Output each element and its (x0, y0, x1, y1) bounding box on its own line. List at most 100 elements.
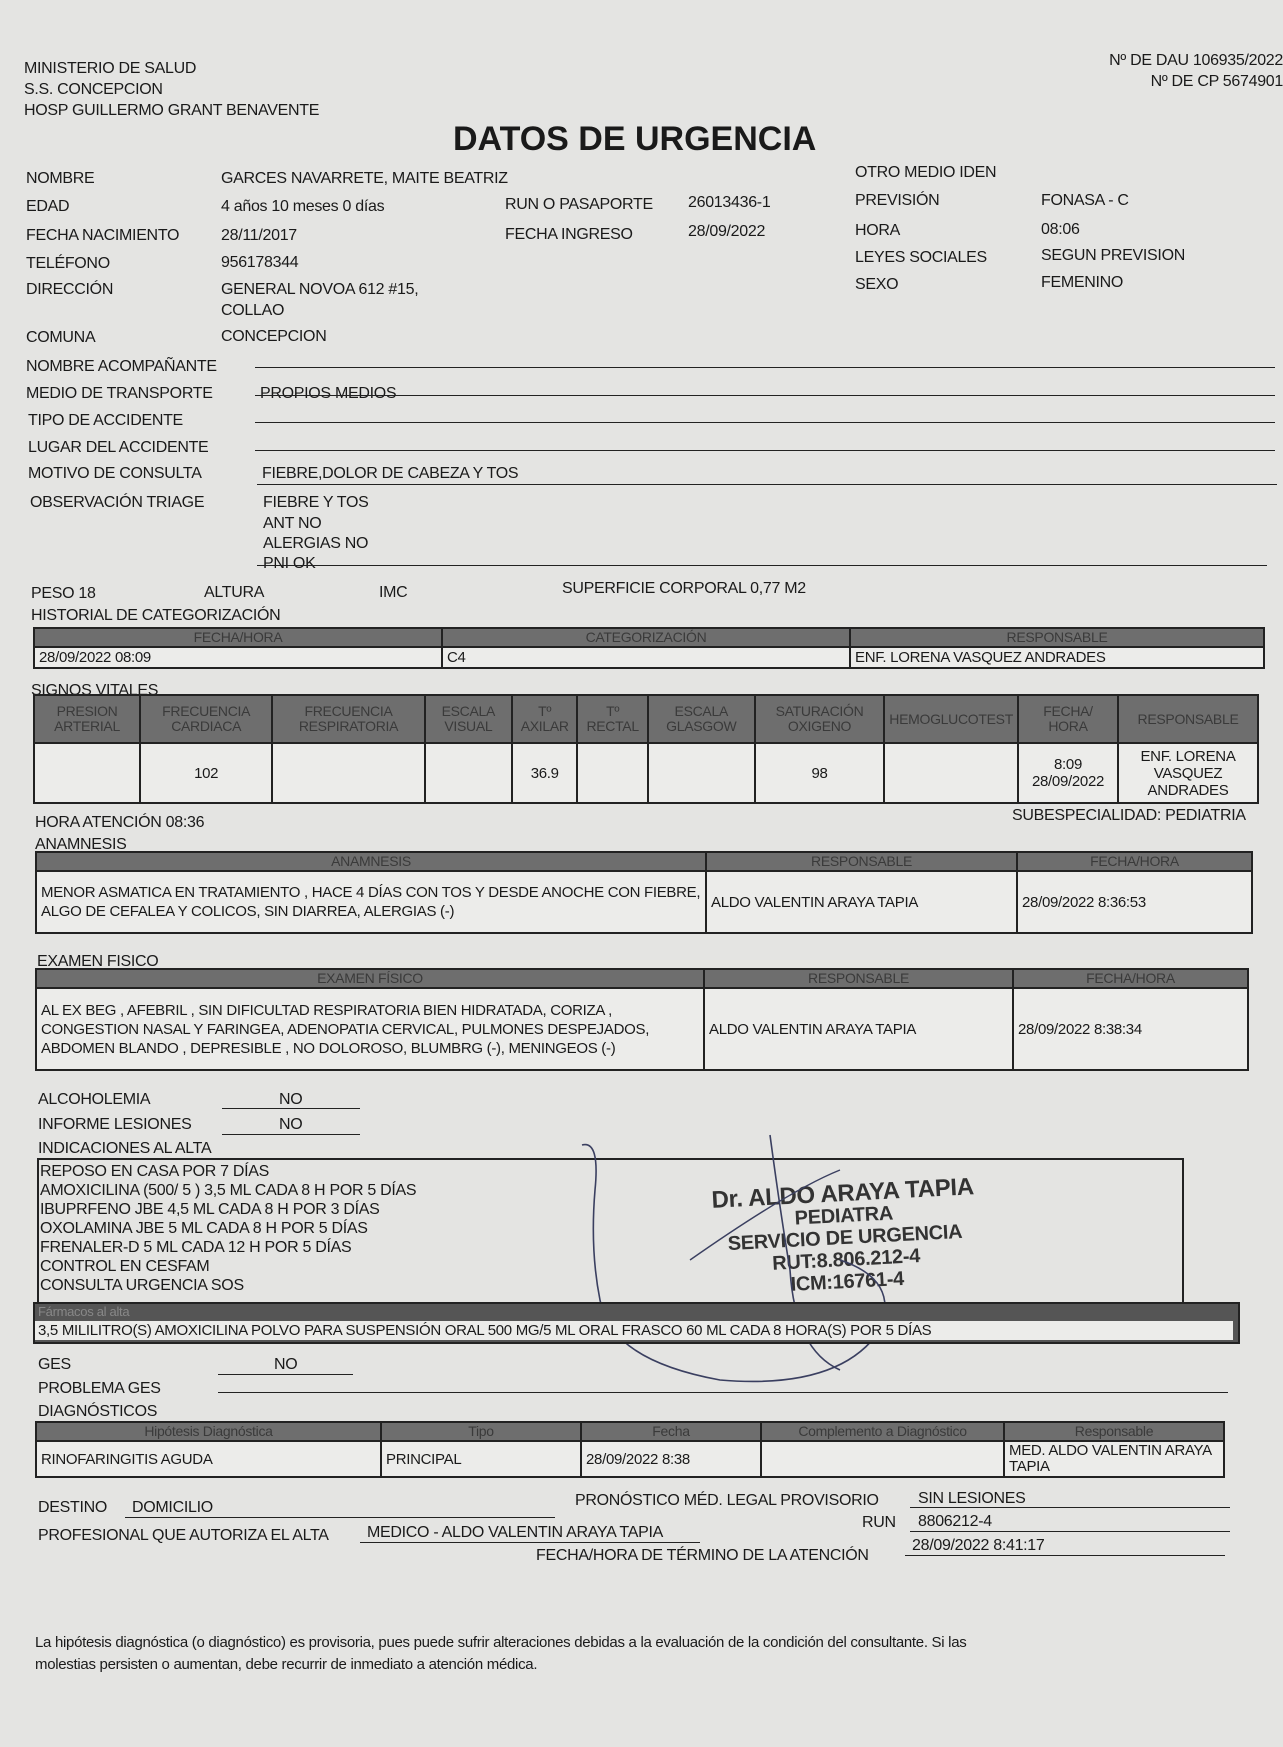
label-lugar-accidente: LUGAR DEL ACCIDENTE (28, 439, 209, 456)
label-fnac: FECHA NACIMIENTO (26, 227, 180, 244)
col-header: ESCALA GLASGOW (646, 694, 756, 744)
label-profesional: PROFESIONAL QUE AUTORIZA EL ALTA (38, 1527, 329, 1544)
col-header: ESCALA VISUAL (423, 694, 513, 744)
col-header: FRECUENCIA CARDIACA (139, 694, 274, 744)
cell (576, 742, 649, 804)
value-termino: 28/09/2022 8:41:17 (912, 1537, 1045, 1554)
categorizacion-table: FECHA/HORA CATEGORIZACIÓN RESPONSABLE 28/0… (33, 627, 1265, 669)
cell: 36.9 (510, 742, 579, 804)
cell: 98 (753, 742, 886, 804)
value-comuna: CONCEPCION (221, 328, 327, 345)
indicacion-item: OXOLAMINA JBE 5 ML CADA 8 H POR 5 DÍAS (40, 1220, 368, 1237)
section-examen-fisico: EXAMEN FISICO (37, 953, 159, 970)
cp-number: Nº DE CP 5674901 (1150, 73, 1283, 90)
cell: 28/09/2022 8:38 (580, 1440, 762, 1478)
dau-number: Nº DE DAU 106935/2022 (1109, 52, 1283, 69)
cell: 28/09/2022 8:38:34 (1012, 987, 1249, 1071)
value-dir2: COLLAO (221, 302, 285, 319)
col-header: FRECUENCIA RESPIRATORIA (271, 694, 426, 744)
label-prevision: PREVISIÓN (855, 192, 940, 209)
cell: 8:09 28/09/2022 (1017, 742, 1119, 804)
cell: ALDO VALENTIN ARAYA TAPIA (705, 870, 1018, 934)
value-motivo: FIEBRE,DOLOR DE CABEZA Y TOS (262, 465, 519, 482)
col-header: EXAMEN FÍSICO (35, 968, 705, 989)
value-alcoholemia: NO (279, 1091, 303, 1108)
subespecialidad: SUBESPECIALIDAD: PEDIATRIA (1012, 807, 1246, 824)
label-hora: HORA (855, 222, 901, 239)
label-observacion-triage: OBSERVACIÓN TRIAGE (30, 494, 205, 511)
value-leyes: SEGUN PREVISION (1041, 247, 1185, 264)
col-header: CATEGORIZACIÓN (441, 627, 851, 648)
farmacos-label: Fármacos al alta (38, 1304, 130, 1319)
col-header: Complemento a Diagnóstico (760, 1421, 1005, 1442)
col-header: Tipo (380, 1421, 582, 1442)
label-informe-lesiones: INFORME LESIONES (38, 1116, 192, 1133)
table-row: RINOFARINGITIS AGUDA PRINCIPAL 28/09/2022 … (35, 1440, 1225, 1478)
value-prevision: FONASA - C (1041, 192, 1129, 209)
label-pronostico: PRONÓSTICO MÉD. LEGAL PROVISORIO (575, 1492, 879, 1509)
label-edad: EDAD (26, 198, 70, 215)
col-header: FECHA/ HORA (1017, 694, 1119, 744)
label-ges: GES (38, 1356, 71, 1373)
indicacion-item: REPOSO EN CASA POR 7 DÍAS (40, 1163, 270, 1180)
signos-vitales-table: PRESION ARTERIAL FRECUENCIA CARDIACA FRECU… (32, 694, 1259, 804)
farmacos-value: 3,5 MILILITRO(S) AMOXICILINA POLVO PARA … (35, 1321, 1233, 1340)
org-service: S.S. CONCEPCION (24, 81, 163, 98)
section-anamnesis: ANAMNESIS (35, 836, 127, 853)
label-problema-ges: PROBLEMA GES (38, 1380, 161, 1397)
org-ministry: MINISTERIO DE SALUD (24, 60, 197, 77)
value-sexo: FEMENINO (1041, 274, 1124, 291)
indicacion-item: AMOXICILINA (500/ 5 ) 3,5 ML CADA 8 H PO… (40, 1182, 417, 1199)
page-title: DATOS DE URGENCIA (453, 120, 817, 158)
table-row: 102 36.9 98 8:09 28/09/2022 ENF. LORENA VASQ… (32, 742, 1259, 804)
value-fingreso: 28/09/2022 (688, 223, 766, 240)
label-alcoholemia: ALCOHOLEMIA (38, 1091, 151, 1108)
col-header: Fecha (580, 1421, 762, 1442)
label-transporte: MEDIO DE TRANSPORTE (26, 385, 213, 402)
cell (760, 1440, 1005, 1478)
cell (646, 742, 756, 804)
hora-atencion: HORA ATENCIÓN 08:36 (35, 814, 205, 831)
footer-disclaimer-1: La hipótesis diagnóstica (o diagnóstico)… (35, 1634, 967, 1651)
table-row: AL EX BEG , AFEBRIL , SIN DIFICULTAD RES… (35, 987, 1249, 1071)
indicacion-item: CONSULTA URGENCIA SOS (40, 1277, 244, 1294)
org-hospital: HOSP GUILLERMO GRANT BENAVENTE (24, 102, 320, 119)
altura: ALTURA (204, 584, 265, 601)
col-header: HEMOGLUCOTEST (883, 694, 1019, 744)
cell: ALDO VALENTIN ARAYA TAPIA (703, 987, 1014, 1071)
cell: 28/09/2022 08:09 (33, 646, 443, 669)
col-header: FECHA/HORA (1016, 851, 1253, 872)
col-header: FECHA/HORA (33, 627, 443, 648)
label-run: RUN O PASAPORTE (505, 196, 653, 213)
cell: 28/09/2022 8:36:53 (1016, 870, 1253, 934)
label-motivo: MOTIVO DE CONSULTA (28, 465, 202, 482)
col-header: RESPONSABLE (849, 627, 1265, 648)
col-header: Hipótesis Diagnóstica (35, 1421, 382, 1442)
indicacion-item: CONTROL EN CESFAM (40, 1258, 210, 1275)
value-hora: 08:06 (1041, 221, 1080, 238)
value-run-profesional: 8806212-4 (918, 1513, 992, 1530)
cell: MED. ALDO VALENTIN ARAYA TAPIA (1003, 1440, 1225, 1478)
label-dir: DIRECCIÓN (26, 281, 114, 298)
label-fingreso: FECHA INGRESO (505, 226, 633, 243)
col-header: ANAMNESIS (35, 851, 707, 872)
value-profesional: MEDICO - ALDO VALENTIN ARAYA TAPIA (367, 1524, 663, 1541)
obs-line: ALERGIAS NO (263, 535, 369, 552)
value-nombre: GARCES NAVARRETE, MAITE BEATRIZ (221, 170, 508, 187)
value-fnac: 28/11/2017 (221, 227, 297, 244)
obs-line: ANT NO (263, 515, 322, 532)
diagnosticos-table: Hipótesis Diagnóstica Tipo Fecha Complement… (35, 1421, 1225, 1478)
imc: IMC (379, 584, 408, 601)
obs-line: FIEBRE Y TOS (263, 494, 369, 511)
value-informe-lesiones: NO (279, 1116, 303, 1133)
superficie-corporal: SUPERFICIE CORPORAL 0,77 M2 (562, 580, 806, 597)
value-destino: DOMICILIO (132, 1499, 213, 1516)
cell: ENF. LORENA VASQUEZ ANDRADES (1117, 742, 1259, 804)
value-tel: 956178344 (221, 254, 299, 271)
col-header: SATURACIÓN OXIGENO (753, 694, 886, 744)
value-dir1: GENERAL NOVOA 612 #15, (221, 281, 419, 298)
indicaciones-box (37, 1158, 1184, 1304)
label-tipo-accidente: TIPO DE ACCIDENTE (28, 412, 183, 429)
section-indicaciones: INDICACIONES AL ALTA (38, 1140, 212, 1157)
col-header: RESPONSABLE (1117, 694, 1259, 744)
